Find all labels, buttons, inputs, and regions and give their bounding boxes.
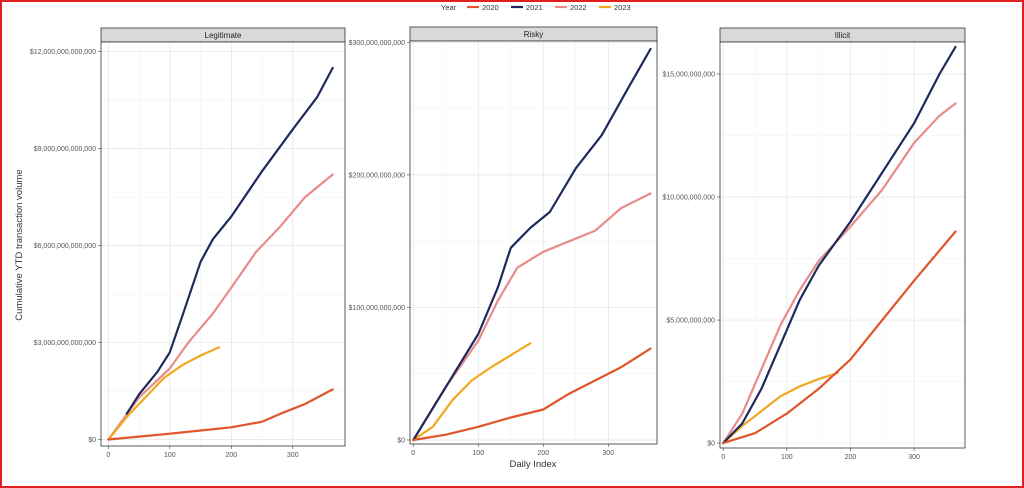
x-tick-label-p1: 200 [537,450,549,457]
legend-label-2020: 2020 [482,3,499,12]
y-tick-label-p0: $9,000,000,000,000 [34,146,96,153]
y-tick-label-p0: $0 [88,437,96,444]
x-tick-label-p1: 100 [472,450,484,457]
legend-label-2021: 2021 [526,3,543,12]
series-line-2023-p0 [107,346,221,441]
y-tick-label-p0: $12,000,000,000,000 [30,49,96,56]
y-tick-label-p1: $0 [397,438,405,445]
x-tick-label-p2: 0 [721,454,725,461]
y-tick-label-p0: $3,000,000,000,000 [34,340,96,347]
panel-border-p0 [100,41,346,447]
y-tick-label-p2: $15,000,000,000 [662,71,715,78]
x-tick-label-p2: 200 [845,454,857,461]
series-line-2022-p2 [722,102,957,445]
y-tick-label-p2: $10,000,000,000 [662,195,715,202]
panel-title-p1: Risky [524,30,544,39]
series-line-2020-p1 [412,347,652,442]
y-tick-label-p0: $6,000,000,000,000 [34,243,96,250]
series-line-2022-p0 [107,173,334,441]
y-tick-label-p1: $100,000,000,000 [349,305,406,312]
series-line-2020-p2 [722,230,957,445]
y-tick-label-p2: $5,000,000,000 [666,318,715,325]
series-line-2022-p1 [412,192,652,442]
x-tick-label-p1: 0 [411,450,415,457]
legend-title: Year [441,3,457,12]
panel-border-p1 [409,40,658,445]
series-line-2021-p0 [125,66,334,415]
series-line-2023-p2 [722,371,839,445]
legend-label-2022: 2022 [570,3,587,12]
series-line-2021-p2 [722,45,957,445]
panel-bg-p2 [720,42,965,448]
x-tick-label-p0: 100 [164,452,176,459]
x-tick-label-p2: 300 [908,454,920,461]
x-axis-title: Daily Index [510,459,557,470]
x-tick-label-p0: 300 [287,452,299,459]
panel-title-p0: Legitimate [205,31,242,40]
x-tick-label-p2: 100 [781,454,793,461]
panel-border-p2 [719,41,966,449]
y-axis-title: Cumulative YTD transaction volume [14,169,25,320]
x-tick-label-p0: 200 [225,452,237,459]
series-line-2020-p0 [107,388,334,441]
y-tick-label-p1: $200,000,000,000 [349,172,406,179]
y-tick-label-p2: $0 [707,441,715,448]
x-tick-label-p0: 0 [106,452,110,459]
legend-label-2023: 2023 [614,3,631,12]
panel-title-p2: Illicit [835,31,851,40]
series-line-2021-p1 [412,47,652,442]
x-tick-label-p1: 300 [602,450,614,457]
panel-bg-p0 [101,42,345,446]
y-tick-label-p1: $300,000,000,000 [349,40,406,47]
series-line-2023-p1 [412,342,532,442]
